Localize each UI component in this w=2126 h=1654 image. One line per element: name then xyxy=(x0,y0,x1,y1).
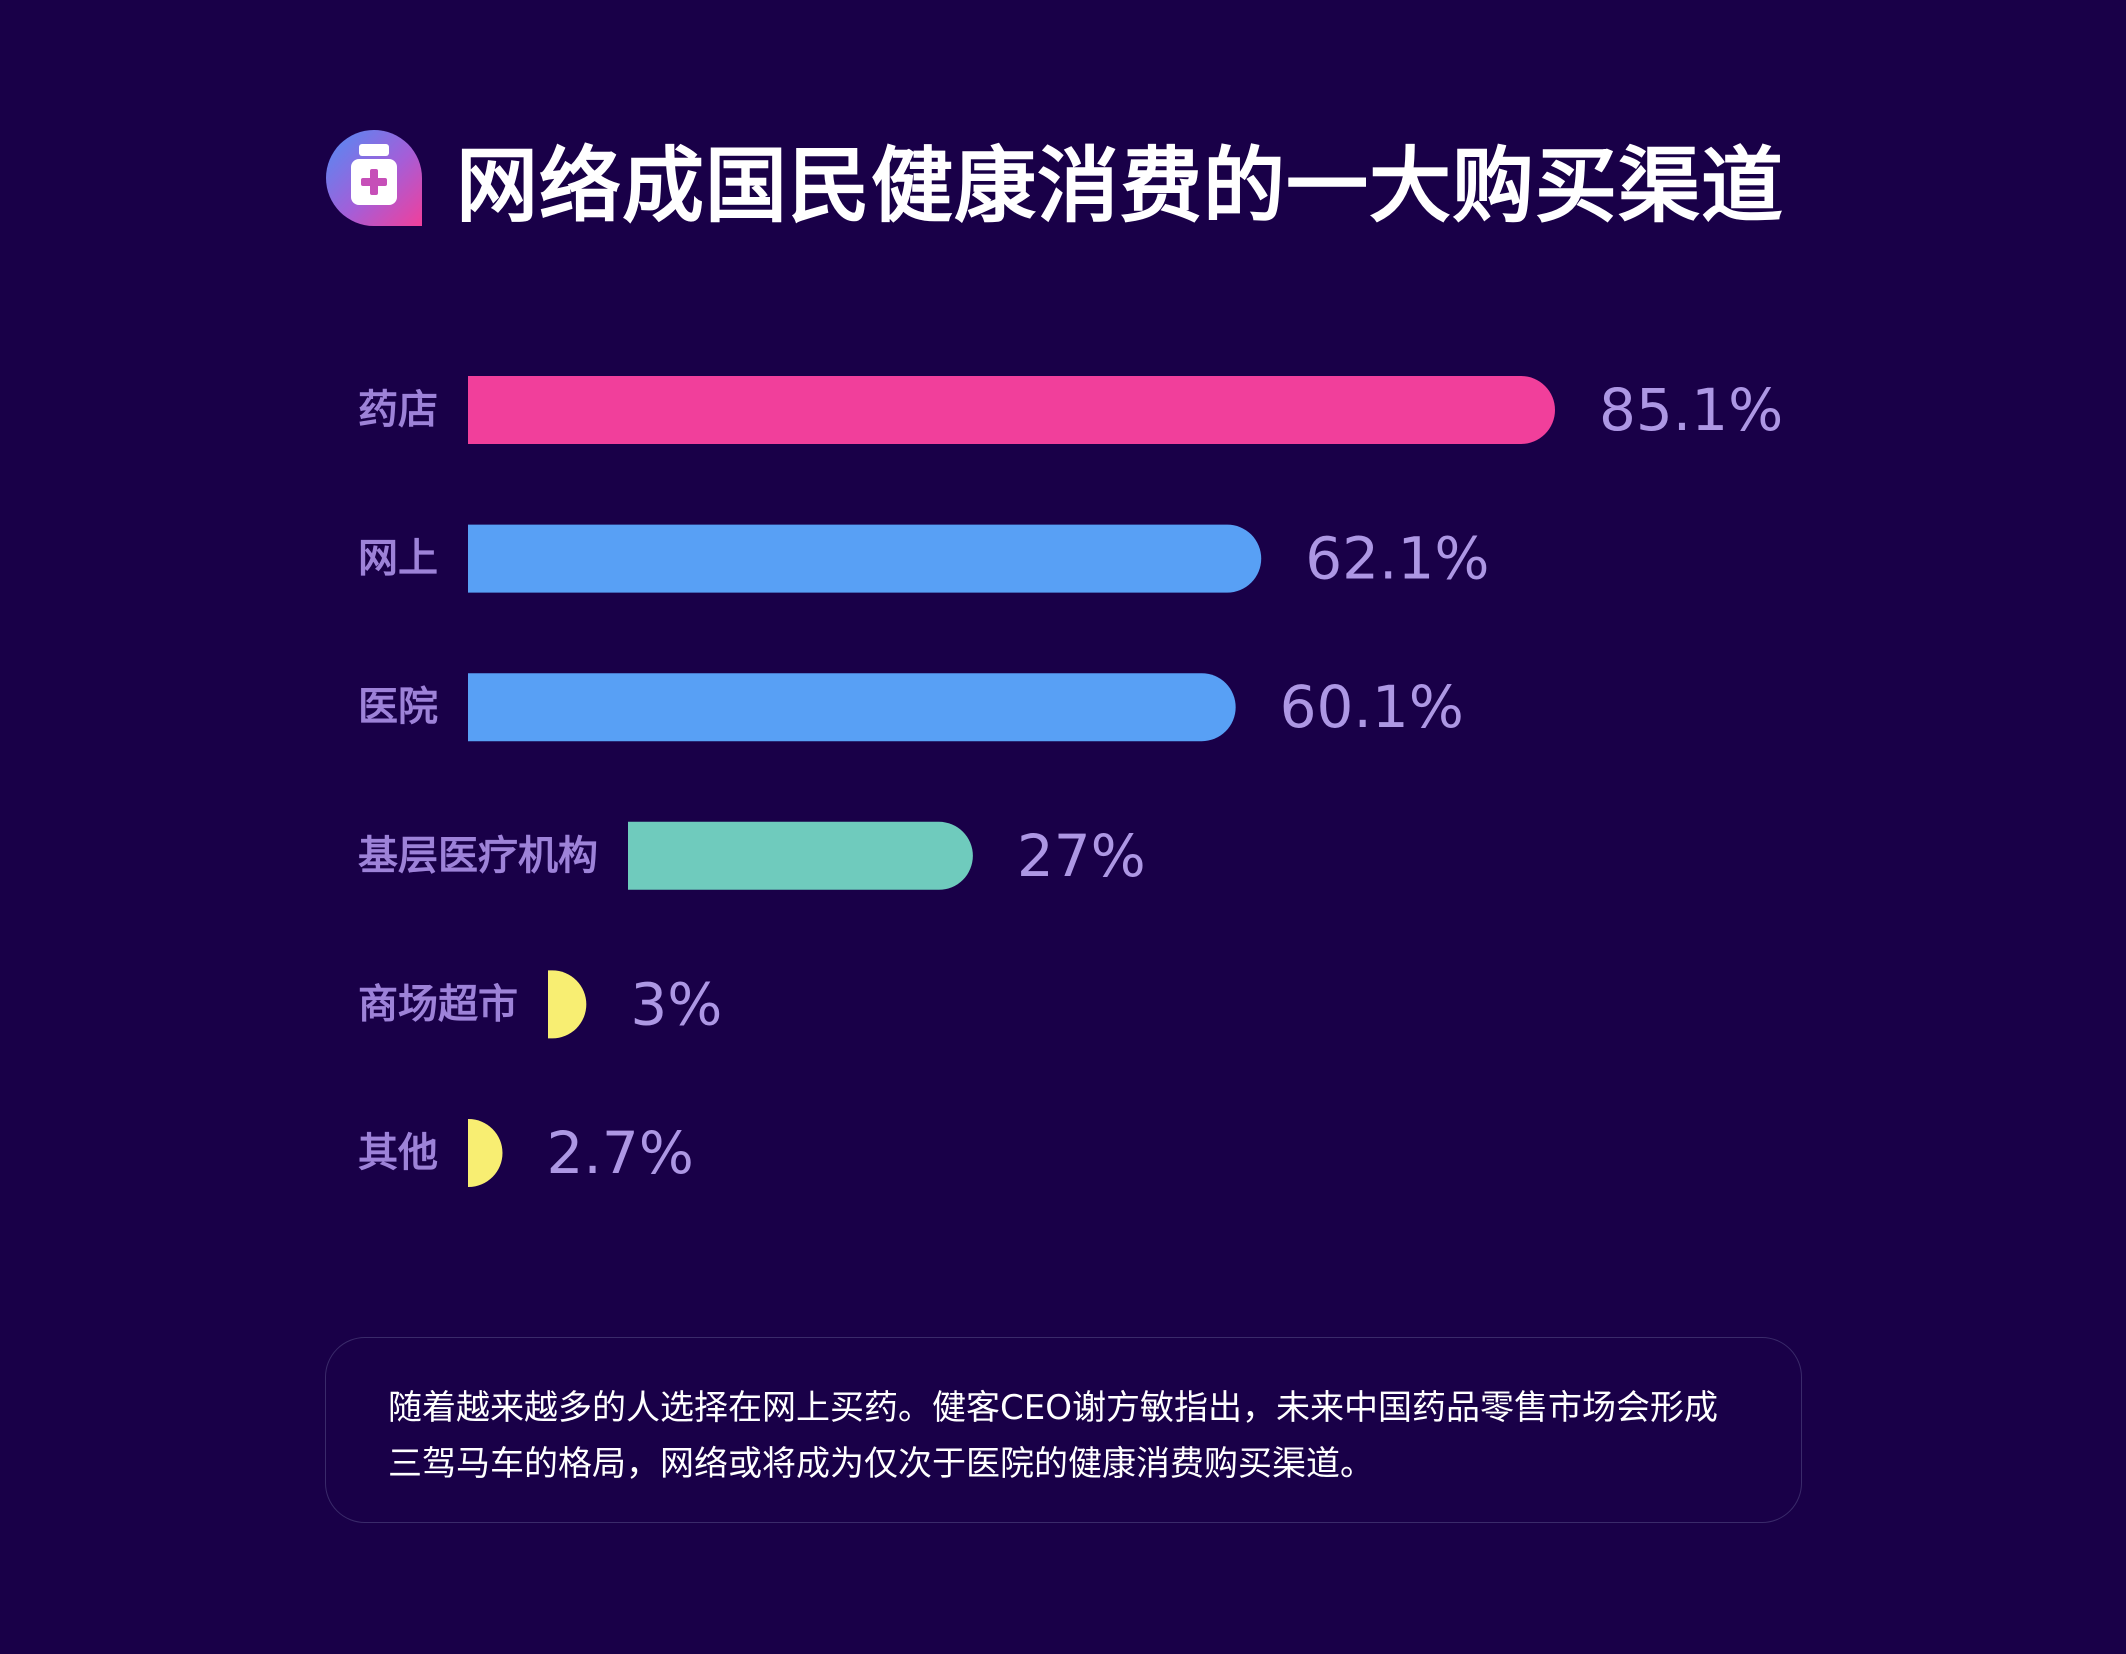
chart-header: 网络成国民健康消费的一大购买渠道 xyxy=(322,118,1784,238)
bar-chart: 药店 85.1% 网上 62.1% 医院 60.1% 基层医疗机构 27% 商场超市 3% 其他 2.… xyxy=(358,376,1783,1187)
category-label: 其他 xyxy=(358,1130,438,1176)
category-label: 网上 xyxy=(358,536,438,582)
bar xyxy=(468,524,1262,593)
value-label: 3% xyxy=(630,970,722,1038)
category-label: 商场超市 xyxy=(358,981,518,1027)
note-box: 随着越来越多的人选择在网上买药。健客CEO谢方敏指出，未来中国药品零售市场会形成… xyxy=(325,1337,1802,1523)
page-title: 网络成国民健康消费的一大购买渠道 xyxy=(456,138,1785,234)
bar xyxy=(468,376,1555,444)
bar xyxy=(468,1119,503,1187)
value-label: 60.1% xyxy=(1280,673,1464,741)
category-label: 药店 xyxy=(358,387,438,433)
category-label: 基层医疗机构 xyxy=(358,833,598,879)
value-label: 62.1% xyxy=(1305,525,1489,593)
note-text: 随着越来越多的人选择在网上买药。健客CEO谢方敏指出，未来中国药品零售市场会形成… xyxy=(388,1388,1718,1484)
value-label: 85.1% xyxy=(1599,376,1783,444)
bar xyxy=(468,673,1236,742)
value-label: 2.7% xyxy=(546,1119,693,1187)
medicine-bottle-icon xyxy=(326,130,422,226)
bar xyxy=(548,970,587,1039)
value-label: 27% xyxy=(1017,822,1146,890)
category-label: 医院 xyxy=(358,684,438,730)
bar xyxy=(628,821,973,890)
